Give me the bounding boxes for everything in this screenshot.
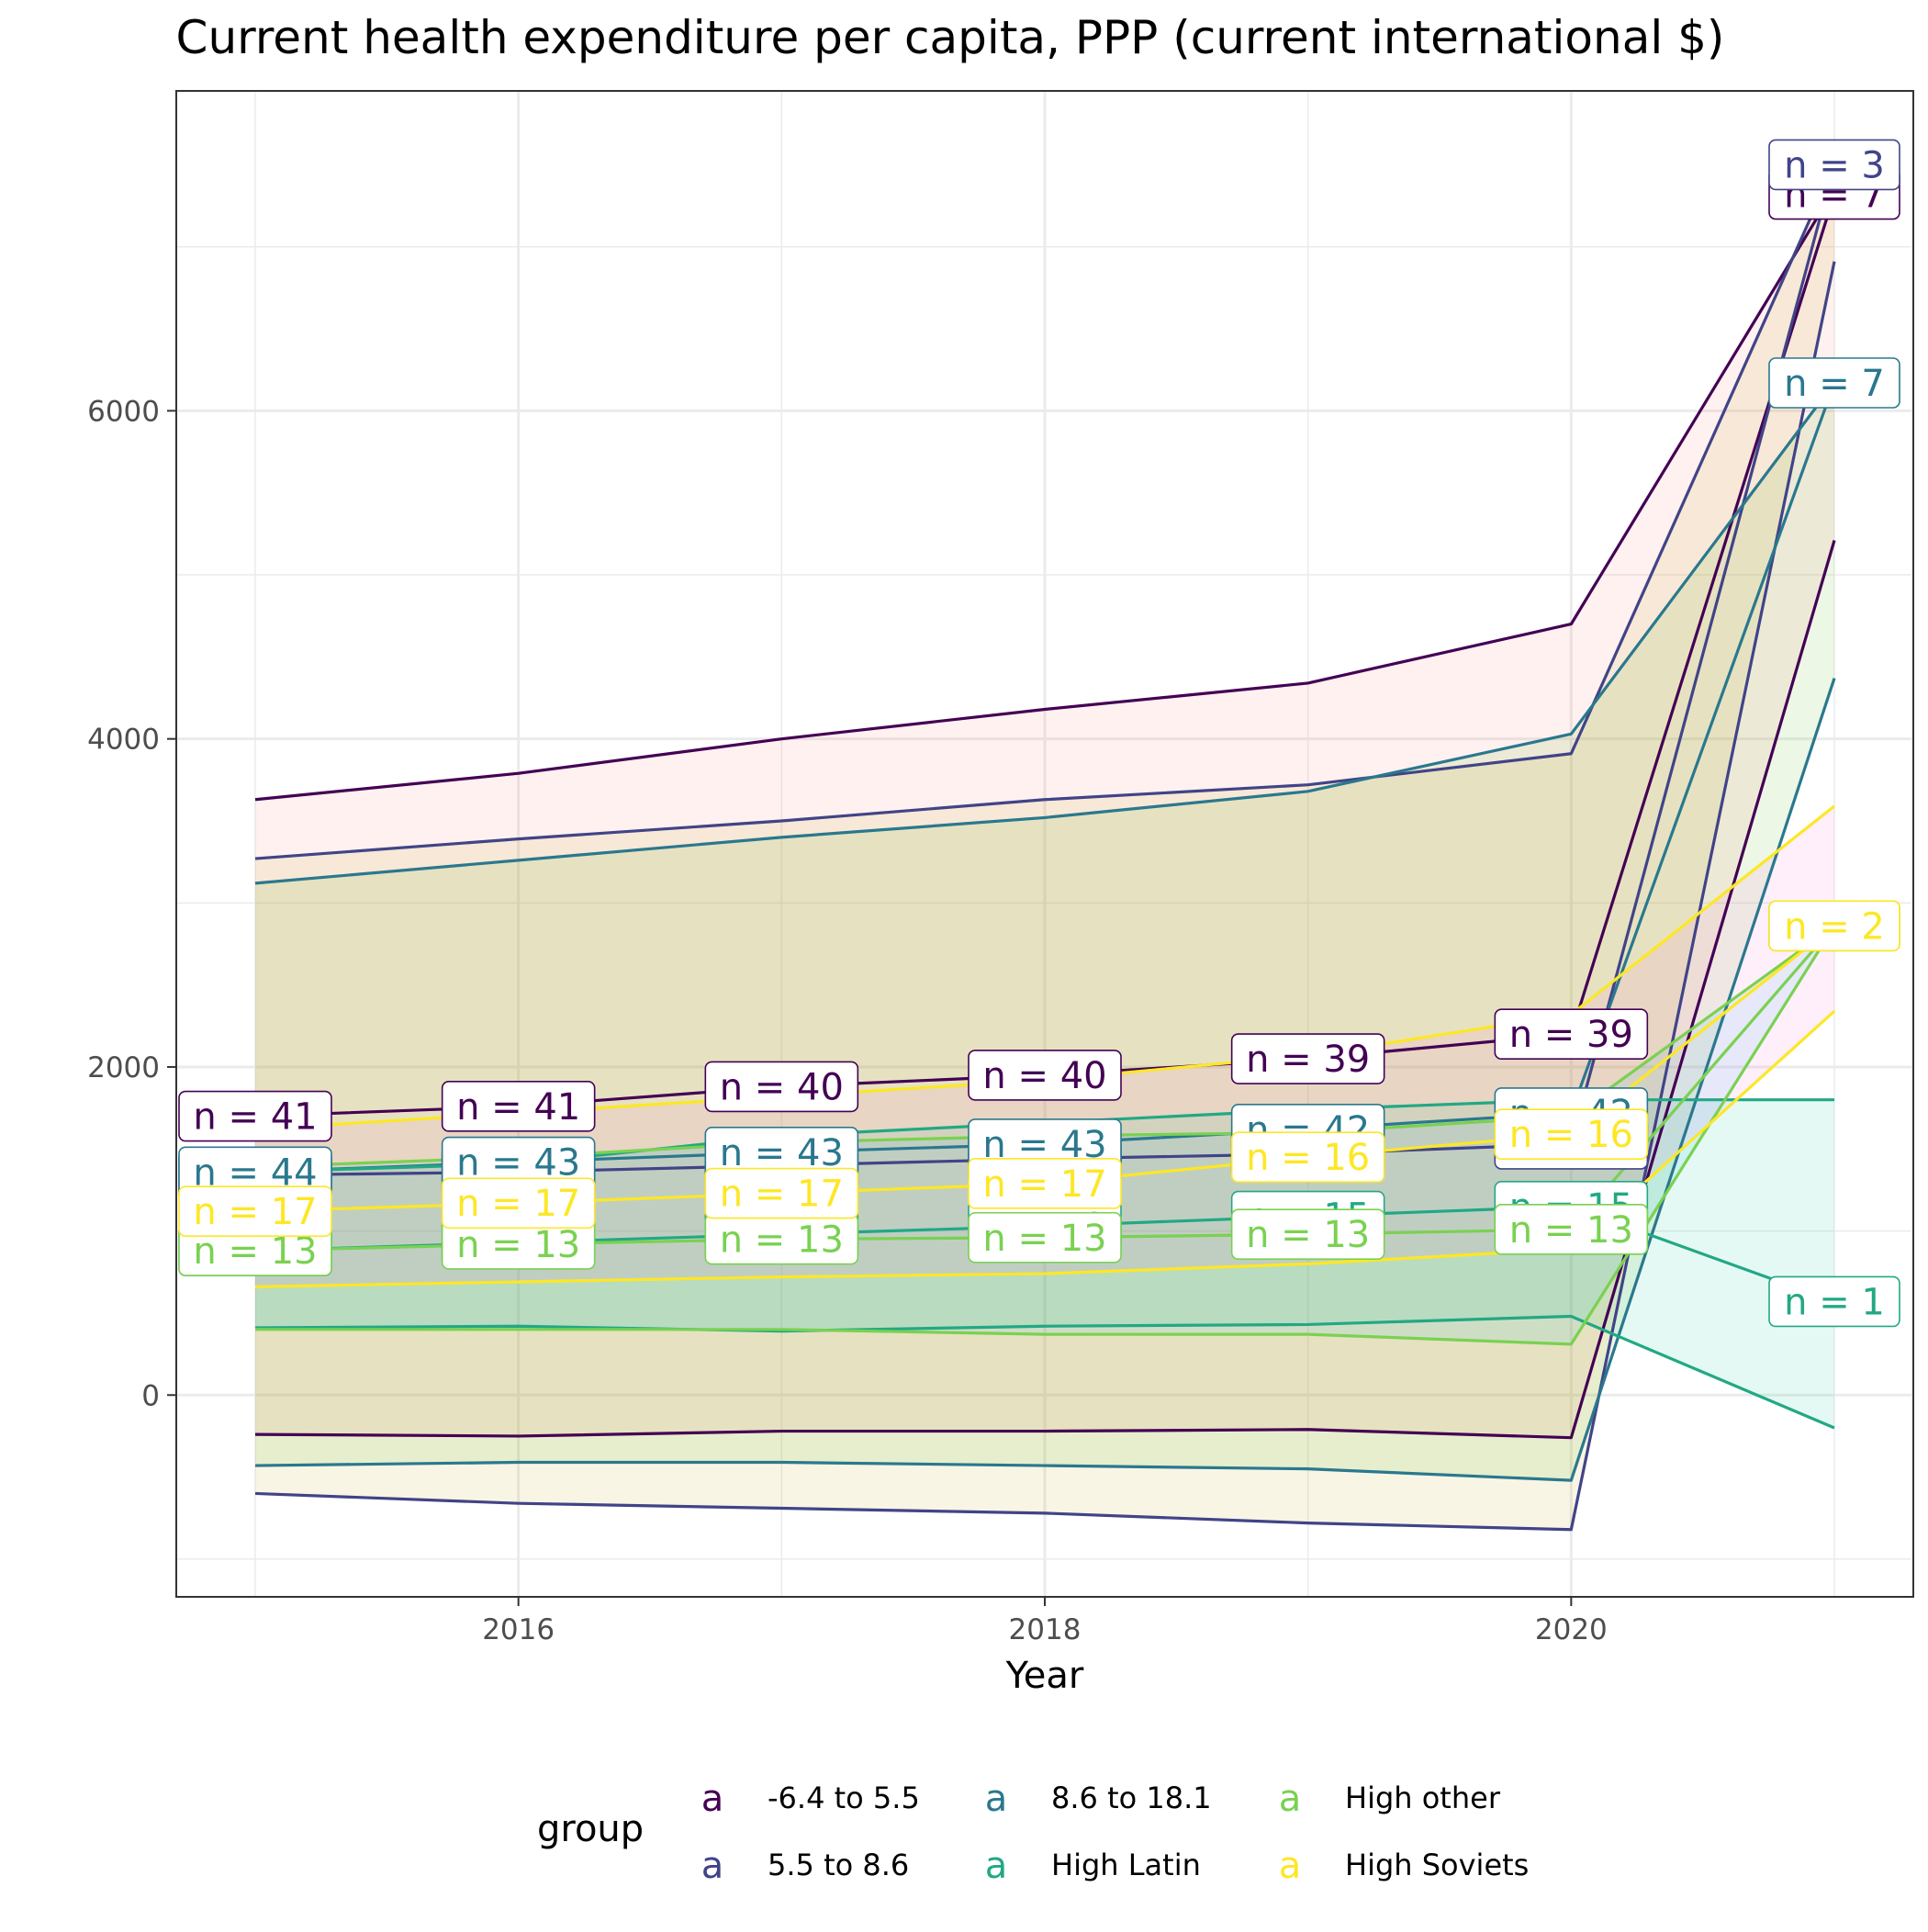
point-label-box — [1768, 139, 1900, 191]
point-label-text: n = 43 — [720, 1132, 844, 1174]
legend-key: a — [985, 1845, 1008, 1887]
point-label-text: n = 40 — [982, 1055, 1106, 1097]
point-label-box — [1494, 1204, 1649, 1255]
point-label-box — [1230, 1033, 1385, 1084]
y-tick-label: 2000 — [87, 1051, 160, 1084]
lower-bound-line — [255, 925, 1836, 1346]
point-label-text: n = 2 — [1784, 905, 1885, 948]
y-tick-label: 0 — [141, 1379, 160, 1412]
ribbon-band — [255, 164, 1834, 1530]
x-tick-label: 2016 — [482, 1613, 555, 1646]
legend-label: High Soviets — [1345, 1848, 1529, 1882]
point-label-box — [1768, 357, 1900, 409]
legend-label: High other — [1345, 1780, 1501, 1815]
point-label-text: n = 41 — [456, 1086, 580, 1129]
upper-bound-line — [254, 188, 1836, 802]
point-label-text: n = 13 — [456, 1224, 580, 1266]
point-label-text: n = 13 — [1509, 1209, 1633, 1252]
legend-key: a — [985, 1778, 1008, 1820]
x-axis-title: Year — [1005, 1655, 1084, 1697]
point-label-text: n = 17 — [193, 1191, 317, 1233]
point-label-box — [178, 1090, 332, 1142]
point-label-text: n = 39 — [1509, 1014, 1633, 1056]
legend-label: High Latin — [1051, 1848, 1201, 1882]
point-label-text: n = 17 — [720, 1174, 844, 1216]
point-label-text: n = 13 — [1246, 1214, 1370, 1256]
point-label-box — [1768, 1275, 1900, 1328]
point-label-box — [1494, 1108, 1649, 1161]
x-axis: 2016 2018 2020 — [482, 1597, 1608, 1646]
x-tick-label: 2020 — [1535, 1613, 1608, 1646]
y-tick-label: 6000 — [87, 395, 160, 428]
point-label-box — [704, 1061, 859, 1113]
ribbon-band — [255, 382, 1834, 1481]
point-label-text: n = 1 — [1784, 1281, 1885, 1323]
point-label-text: n = 39 — [1246, 1039, 1370, 1081]
point-label-text: n = 7 — [1784, 363, 1885, 405]
point-label-text: n = 17 — [982, 1163, 1106, 1206]
ribbon-band — [255, 805, 1834, 1287]
point-label-box — [441, 1081, 596, 1132]
legend-key: a — [1279, 1778, 1302, 1820]
ribbon-band — [255, 1099, 1834, 1428]
y-axis: 0 2000 4000 6000 — [87, 395, 176, 1412]
point-label-box — [1768, 900, 1900, 952]
y-tick-label: 4000 — [87, 724, 160, 757]
point-label-text: n = 16 — [1246, 1137, 1370, 1179]
legend-label: 8.6 to 18.1 — [1051, 1780, 1212, 1815]
upper-bound-line — [254, 382, 1836, 885]
legend: group a -6.4 to 5.5 a 5.5 to 8.6 a 8.6 to 18.… — [537, 1778, 1529, 1887]
point-label-box — [968, 1050, 1122, 1101]
point-label-text: n = 40 — [720, 1066, 844, 1108]
point-label-box — [1494, 1008, 1649, 1061]
legend-label: 5.5 to 8.6 — [768, 1848, 909, 1882]
point-label-box — [1230, 1208, 1385, 1260]
point-label-text: n = 3 — [1784, 144, 1885, 186]
lower-bound-line — [254, 678, 1836, 1482]
point-label-box — [704, 1167, 859, 1219]
panel-grid — [176, 91, 1913, 1597]
point-label-box — [1230, 1131, 1385, 1184]
upper-bound-line — [254, 163, 1836, 860]
point-label-box — [441, 1177, 596, 1230]
legend-label: -6.4 to 5.5 — [768, 1780, 920, 1815]
legend-key: a — [1279, 1845, 1302, 1887]
point-label-text: n = 16 — [1509, 1114, 1633, 1156]
lower-bound-line — [254, 1314, 1835, 1430]
point-labels: n = 41 n = 41 n = 40 n = 40 n = 39 n = 39 n = … — [178, 139, 1900, 1328]
legend-title: group — [537, 1808, 644, 1850]
point-label-text: n = 13 — [720, 1219, 844, 1262]
point-label-text: n = 43 — [456, 1142, 580, 1185]
point-label-box — [968, 1158, 1122, 1209]
legend-key: a — [701, 1845, 724, 1887]
lower-bound-line — [254, 540, 1836, 1440]
point-label-text: n = 41 — [193, 1096, 317, 1139]
legend-key: a — [701, 1778, 724, 1820]
x-tick-label: 2018 — [1009, 1613, 1082, 1646]
point-label-text: n = 13 — [982, 1218, 1106, 1260]
chart-title: Current health expenditure per capita, P… — [176, 11, 1725, 64]
point-label-text: n = 13 — [193, 1230, 317, 1273]
lower-bound-line — [254, 261, 1836, 1532]
point-label-box — [178, 1185, 332, 1237]
point-label-text: n = 17 — [456, 1183, 580, 1225]
point-label-box — [968, 1211, 1122, 1264]
